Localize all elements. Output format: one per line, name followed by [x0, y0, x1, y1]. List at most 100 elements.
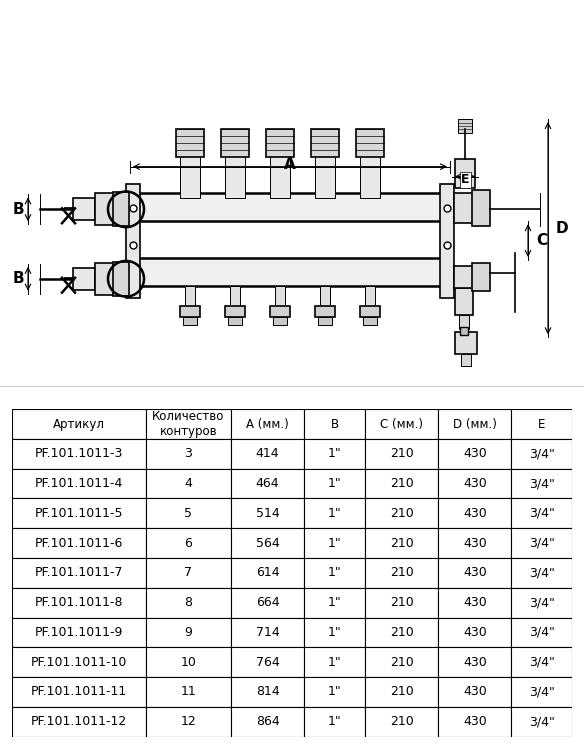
Text: 3/4": 3/4" — [529, 566, 555, 580]
Bar — [320, 286, 330, 310]
Bar — [230, 286, 240, 310]
Text: PF.101.1011-4: PF.101.1011-4 — [34, 477, 123, 490]
Bar — [365, 677, 438, 707]
Bar — [95, 263, 115, 295]
Bar — [512, 558, 572, 588]
Text: PF.101.1011-7: PF.101.1011-7 — [34, 566, 123, 580]
Text: 514: 514 — [256, 507, 280, 520]
Bar — [472, 263, 490, 291]
Text: 12: 12 — [180, 715, 196, 728]
Bar — [231, 439, 304, 469]
Text: 3: 3 — [185, 447, 192, 461]
Bar — [438, 498, 512, 528]
Bar — [228, 318, 242, 325]
Bar — [146, 588, 231, 618]
Text: PF.101.1011-6: PF.101.1011-6 — [34, 536, 123, 550]
Text: 210: 210 — [390, 507, 413, 520]
Bar — [512, 677, 572, 707]
Bar — [146, 498, 231, 528]
Bar — [440, 184, 454, 298]
Bar — [365, 588, 438, 618]
Bar — [454, 266, 474, 288]
Bar — [221, 129, 249, 157]
Bar — [512, 707, 572, 737]
Bar — [454, 193, 474, 223]
Text: B: B — [12, 272, 24, 286]
Text: 1": 1" — [328, 655, 342, 669]
Bar — [183, 318, 197, 325]
Text: 210: 210 — [390, 685, 413, 699]
Bar — [180, 154, 200, 199]
Text: 3/4": 3/4" — [529, 507, 555, 520]
Bar — [12, 647, 146, 677]
Bar — [438, 647, 512, 677]
Text: PF.101.1011-11: PF.101.1011-11 — [30, 685, 127, 699]
Text: 210: 210 — [390, 626, 413, 639]
Bar — [185, 286, 195, 310]
Text: 3/4": 3/4" — [529, 715, 555, 728]
Bar — [73, 268, 95, 289]
Bar — [438, 469, 512, 498]
Bar — [130, 193, 450, 221]
Text: 1": 1" — [328, 685, 342, 699]
Text: 430: 430 — [463, 596, 486, 609]
Bar — [270, 154, 290, 199]
Text: 9: 9 — [185, 626, 192, 639]
Bar — [12, 439, 146, 469]
Bar — [12, 618, 146, 647]
Bar — [231, 618, 304, 647]
Bar — [146, 409, 231, 439]
Bar — [146, 469, 231, 498]
Bar — [455, 288, 473, 315]
Text: 7: 7 — [185, 566, 192, 580]
Text: 1": 1" — [328, 566, 342, 580]
Text: PF.101.1011-9: PF.101.1011-9 — [34, 626, 123, 639]
Text: 430: 430 — [463, 477, 486, 490]
Bar — [304, 618, 365, 647]
Bar — [130, 258, 450, 286]
Text: 1": 1" — [328, 477, 342, 490]
Text: PF.101.1011-3: PF.101.1011-3 — [34, 447, 123, 461]
Text: 430: 430 — [463, 626, 486, 639]
Bar — [266, 129, 294, 157]
Bar — [225, 154, 245, 199]
Text: 714: 714 — [256, 626, 280, 639]
Bar — [512, 618, 572, 647]
Bar — [231, 469, 304, 498]
Bar — [459, 315, 469, 330]
Text: 1": 1" — [328, 626, 342, 639]
Text: 6: 6 — [185, 536, 192, 550]
Text: 414: 414 — [256, 447, 279, 461]
Bar — [455, 333, 477, 354]
Bar — [512, 528, 572, 558]
Bar — [231, 558, 304, 588]
Bar — [365, 558, 438, 588]
Bar — [304, 588, 365, 618]
Text: 210: 210 — [390, 447, 413, 461]
Bar — [438, 558, 512, 588]
Bar — [231, 409, 304, 439]
Text: 614: 614 — [256, 566, 279, 580]
Bar — [365, 439, 438, 469]
Bar — [146, 528, 231, 558]
Bar — [438, 677, 512, 707]
Text: 5: 5 — [185, 507, 192, 520]
Text: 3/4": 3/4" — [529, 596, 555, 609]
Text: E: E — [538, 417, 545, 431]
Text: 3/4": 3/4" — [529, 626, 555, 639]
Bar — [180, 306, 200, 318]
Text: 864: 864 — [256, 715, 280, 728]
Bar — [512, 409, 572, 439]
Bar — [315, 154, 335, 199]
Text: 664: 664 — [256, 596, 279, 609]
Bar — [365, 647, 438, 677]
Bar — [318, 318, 332, 325]
Bar — [461, 354, 471, 366]
Bar — [438, 618, 512, 647]
Text: 3/4": 3/4" — [529, 536, 555, 550]
Bar — [455, 158, 475, 188]
Text: 464: 464 — [256, 477, 279, 490]
Bar — [304, 558, 365, 588]
Bar — [365, 409, 438, 439]
Bar — [12, 528, 146, 558]
